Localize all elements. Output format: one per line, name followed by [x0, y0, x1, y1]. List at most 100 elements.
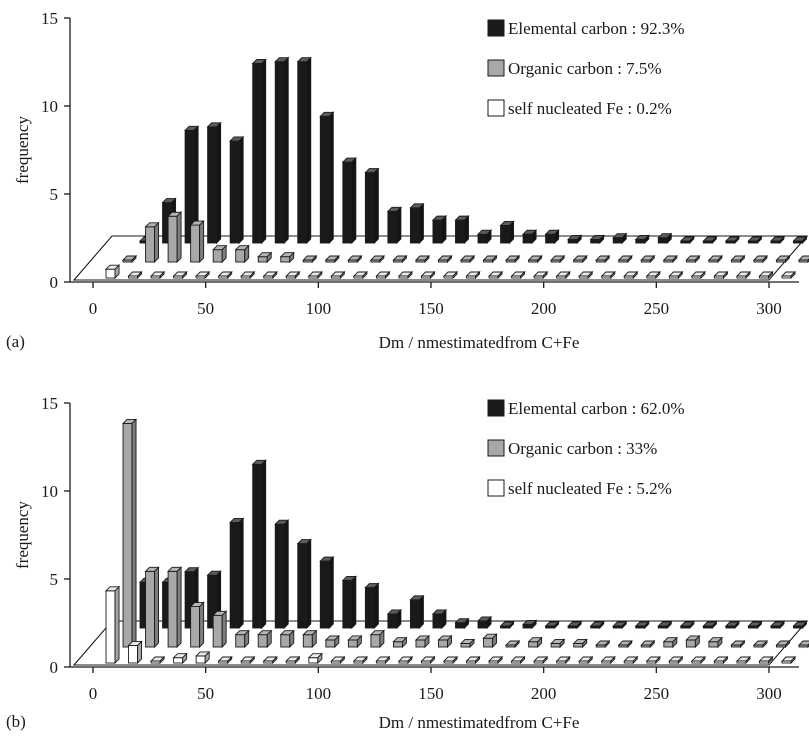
bar	[369, 254, 385, 264]
bar-side	[306, 538, 312, 630]
bar-side	[137, 640, 143, 665]
legend-swatch	[487, 19, 505, 37]
bar-side	[734, 235, 740, 245]
bar-front	[342, 161, 353, 244]
bar	[307, 270, 323, 280]
bar-side	[745, 655, 751, 665]
bar-front	[364, 587, 375, 629]
bar	[612, 620, 628, 630]
bar-side	[644, 234, 650, 245]
bar-side	[666, 232, 672, 245]
bar-side	[238, 517, 244, 630]
bar-side	[317, 270, 323, 280]
bar-side	[261, 459, 267, 630]
bar	[533, 270, 549, 280]
bar-side	[632, 270, 638, 280]
bar-side	[339, 655, 345, 665]
bar-front	[207, 126, 218, 244]
bar	[234, 629, 250, 649]
x-axis-title: Dm / nmestimatedfrom C+Fe	[379, 713, 580, 732]
bar-front	[274, 61, 285, 244]
bar	[668, 655, 684, 665]
bar-front	[122, 423, 133, 648]
bar	[414, 634, 431, 649]
bar	[414, 254, 431, 264]
bar	[617, 639, 633, 649]
bar-front	[438, 639, 448, 648]
bar-side	[785, 254, 790, 264]
x-axis-title: Dm / nmestimatedfrom C+Fe	[379, 333, 580, 352]
bar-side	[762, 639, 768, 649]
bar-side	[599, 620, 605, 630]
bar	[341, 575, 357, 630]
bar-front	[663, 641, 674, 648]
bar-side	[576, 234, 582, 245]
chart-floor	[72, 235, 809, 281]
bar	[240, 270, 256, 280]
bar	[150, 270, 166, 280]
bar-side	[176, 566, 182, 649]
bar	[555, 655, 571, 665]
bar	[296, 56, 312, 245]
bar	[769, 235, 786, 245]
bar-side	[114, 585, 120, 665]
bar-front	[145, 570, 156, 648]
legend-item: Organic carbon : 7.5%	[487, 59, 662, 78]
bar-front	[235, 249, 246, 263]
bar	[482, 254, 498, 264]
bar-side	[627, 254, 633, 264]
bar	[578, 270, 594, 280]
bar-front	[167, 570, 178, 648]
bar-side	[802, 235, 807, 245]
bar	[296, 538, 312, 630]
bar-side	[565, 270, 571, 280]
bar-front	[522, 233, 533, 244]
bar-side	[356, 634, 362, 649]
bar-side	[418, 594, 424, 630]
bar	[206, 121, 222, 245]
bar-side	[492, 254, 498, 264]
bar-front	[302, 634, 313, 648]
bar	[121, 254, 138, 264]
bar-side	[244, 629, 250, 649]
bar	[724, 235, 740, 245]
y-tick-label: 10	[41, 97, 58, 116]
bar-side	[554, 620, 560, 630]
bar-side	[621, 620, 627, 630]
bar-front	[370, 634, 381, 648]
bar-side	[717, 636, 723, 649]
bar-side	[249, 270, 255, 280]
bar-side	[464, 617, 469, 630]
series-1	[121, 211, 809, 264]
bar	[127, 270, 143, 280]
bar	[685, 634, 701, 649]
bar	[212, 610, 228, 649]
bar	[510, 655, 526, 665]
bar-side	[576, 620, 582, 630]
bar-side	[599, 234, 605, 245]
bar-side	[779, 620, 785, 630]
bar-side	[351, 575, 357, 630]
bar-side	[672, 636, 678, 649]
bar-side	[154, 221, 160, 264]
bar-side	[430, 655, 435, 665]
bar-side	[137, 270, 143, 280]
bar	[144, 566, 160, 649]
legend-item: Elemental carbon : 62.0%	[487, 399, 685, 418]
bar	[679, 235, 695, 245]
bar	[488, 270, 504, 280]
bar-side	[384, 655, 390, 665]
bar	[595, 254, 611, 264]
y-tick-label: 5	[50, 185, 59, 204]
bar	[364, 582, 380, 630]
bar-side	[672, 254, 678, 264]
bar	[127, 640, 143, 665]
bar	[775, 639, 791, 649]
legend-swatch	[487, 479, 505, 497]
bar	[144, 221, 160, 264]
bar-side	[610, 655, 616, 665]
bar-side	[768, 270, 773, 280]
bar-front	[257, 634, 268, 648]
x-tick-label: 0	[89, 299, 98, 318]
bar-side	[469, 254, 475, 264]
